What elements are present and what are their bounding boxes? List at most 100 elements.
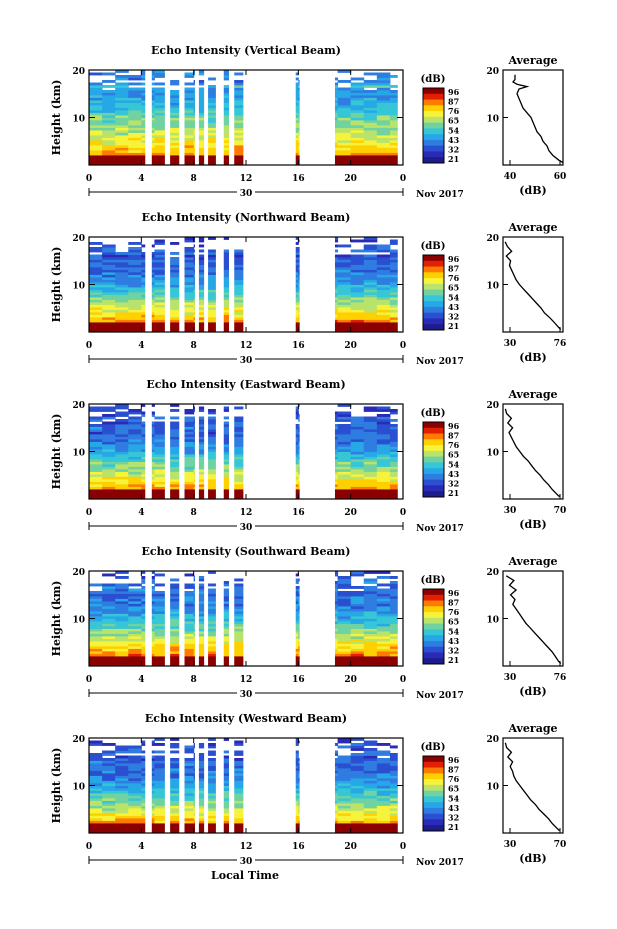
heatmap-cell xyxy=(180,327,195,330)
heatmap-cell xyxy=(206,429,221,432)
average-x-tick-label: 76 xyxy=(554,339,567,349)
heatmap-cell xyxy=(232,621,247,624)
heatmap-cell xyxy=(389,758,404,761)
heatmap-cell xyxy=(167,120,182,123)
heatmap-cell xyxy=(206,815,221,819)
heatmap-cell xyxy=(219,656,234,659)
heatmap-cell xyxy=(115,85,129,88)
heatmap-cell xyxy=(167,112,182,116)
heatmap-cell xyxy=(89,466,103,470)
heatmap-cell xyxy=(337,828,352,831)
heatmap-cell xyxy=(102,110,116,113)
heatmap-cell xyxy=(89,292,103,295)
heatmap-cell xyxy=(193,257,208,260)
heatmap-cell xyxy=(389,329,404,333)
heatmap-cell xyxy=(206,95,221,98)
heatmap-cell xyxy=(376,758,391,761)
heatmap-cell xyxy=(389,254,404,258)
heatmap-cell xyxy=(167,638,182,642)
colorbar-unit: (dB) xyxy=(421,408,446,419)
heatmap-cell xyxy=(389,429,404,432)
heatmap-cell xyxy=(206,284,221,288)
heatmap-cell xyxy=(154,621,168,624)
heatmap-cell xyxy=(350,436,365,440)
heatmap-cell xyxy=(167,628,182,632)
heatmap-cell xyxy=(363,603,378,607)
heatmap-cell xyxy=(219,237,234,240)
heatmap-cell xyxy=(350,454,365,457)
heatmap-cell xyxy=(89,818,103,821)
heatmap-cell xyxy=(389,302,404,305)
heatmap-cell xyxy=(363,633,378,637)
heatmap-cell xyxy=(128,823,142,826)
heatmap-cell xyxy=(154,648,168,652)
heatmap-cell xyxy=(180,636,195,639)
heatmap-cell xyxy=(115,803,129,806)
heatmap-cell xyxy=(219,130,234,133)
heatmap-cell xyxy=(180,464,195,467)
heatmap-cell xyxy=(206,656,221,659)
heatmap-cell xyxy=(180,661,195,664)
panel-title: Echo Intensity (Westward Beam) xyxy=(145,712,347,725)
heatmap-cell xyxy=(376,247,391,250)
heatmap-cell xyxy=(180,107,195,111)
x-tick-label: 8 xyxy=(191,842,197,852)
heatmap-cell xyxy=(115,474,129,477)
heatmap-cell xyxy=(167,304,182,308)
heatmap-cell xyxy=(102,628,116,632)
heatmap-cell xyxy=(232,92,247,96)
heatmap-cell xyxy=(232,324,247,328)
heatmap-cell xyxy=(350,643,365,647)
heatmap-cell xyxy=(102,436,116,440)
heatmap-cell xyxy=(180,140,195,143)
heatmap-cell xyxy=(180,411,195,415)
heatmap-cell xyxy=(89,309,103,313)
heatmap-cell xyxy=(154,743,168,746)
heatmap-cell xyxy=(102,805,116,809)
heatmap-cell xyxy=(89,656,103,659)
heatmap-cell xyxy=(350,95,365,98)
heatmap-cell xyxy=(376,486,391,490)
y-axis-label: Height (km) xyxy=(50,581,63,657)
heatmap-cell xyxy=(232,591,247,594)
heatmap-cell xyxy=(193,451,208,455)
heatmap-cell xyxy=(219,479,234,482)
heatmap-cell xyxy=(389,623,404,627)
heatmap-cell xyxy=(232,135,247,138)
heatmap-cell xyxy=(193,586,208,589)
heatmap-cell xyxy=(89,469,103,472)
heatmap-cell xyxy=(193,805,208,809)
x-tick-label: 12 xyxy=(240,508,253,518)
heatmap-cell xyxy=(206,464,221,467)
heatmap-cell xyxy=(115,638,129,642)
heatmap-cell xyxy=(350,257,365,260)
heatmap-cell xyxy=(193,778,208,781)
y-axis-label: Height (km) xyxy=(50,748,63,824)
heatmap-cell xyxy=(206,112,221,116)
heatmap-cell xyxy=(206,137,221,141)
panel-title: Echo Intensity (Southward Beam) xyxy=(142,545,351,558)
colorbar-swatch xyxy=(423,139,444,147)
heatmap-cell xyxy=(376,603,391,607)
colorbar-swatch xyxy=(423,145,444,152)
heatmap-cell xyxy=(232,823,247,826)
heatmap-cell xyxy=(337,444,352,447)
heatmap-cell xyxy=(89,267,103,270)
heatmap-cell xyxy=(337,80,352,83)
heatmap-cell xyxy=(376,314,391,318)
heatmap-cell xyxy=(219,758,234,761)
heatmap-cell xyxy=(219,800,234,804)
heatmap-cell xyxy=(128,102,142,106)
heatmap-cell xyxy=(376,279,391,283)
heatmap-cell xyxy=(219,426,234,430)
heatmap-cell xyxy=(206,444,221,447)
heatmap-cell xyxy=(193,259,208,263)
heatmap-cell xyxy=(154,763,168,766)
heatmap-cell xyxy=(102,461,116,465)
heatmap-cell xyxy=(180,780,195,784)
heatmap-cell xyxy=(167,137,182,141)
heatmap-cell xyxy=(128,489,142,492)
day-label: 30 xyxy=(240,690,253,700)
heatmap-cell xyxy=(128,793,142,796)
heatmap-cell xyxy=(128,284,142,288)
